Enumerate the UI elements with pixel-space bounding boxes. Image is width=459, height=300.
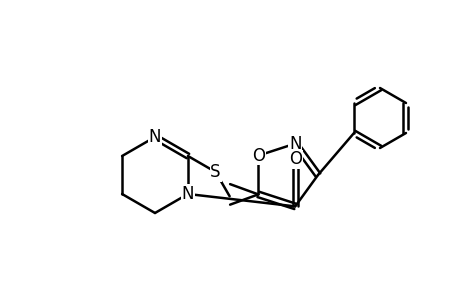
Text: N: N [181, 185, 194, 203]
Text: N: N [288, 135, 301, 153]
Text: O: O [251, 147, 264, 165]
Text: S: S [210, 163, 220, 181]
Text: N: N [148, 128, 161, 146]
Text: O: O [288, 150, 301, 168]
